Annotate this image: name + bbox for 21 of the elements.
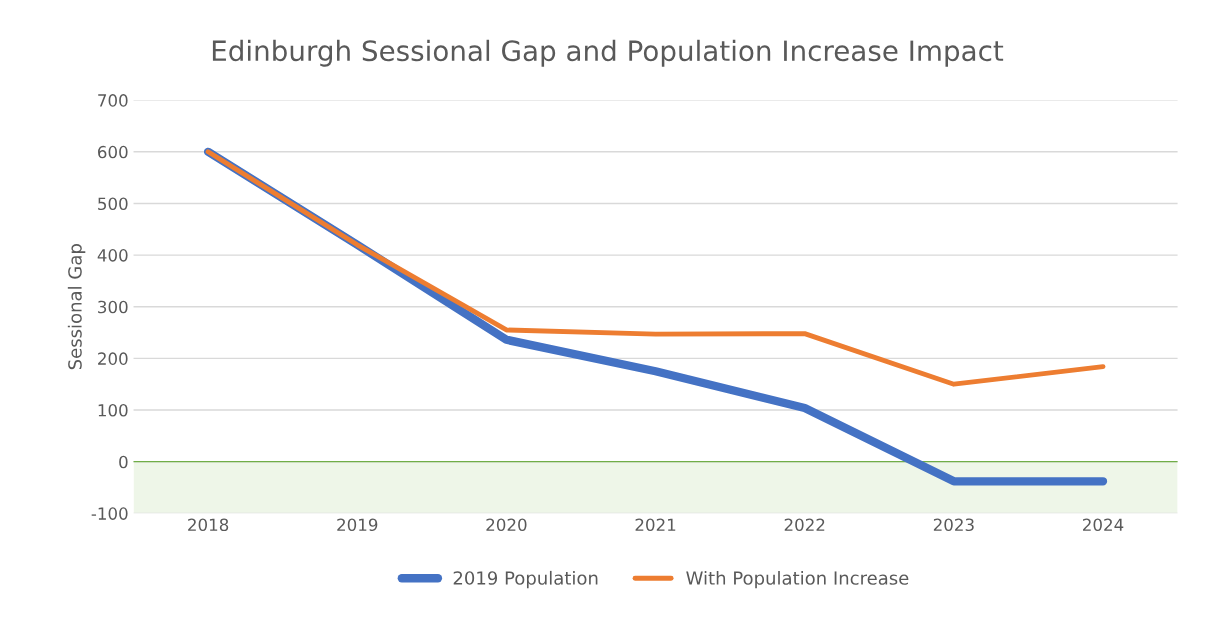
- x-tick-label: 2020: [486, 518, 527, 532]
- y-axis-title: Sessional Gap: [67, 244, 86, 370]
- x-tick-label: 2021: [635, 518, 676, 532]
- legend-label: 2019 Population: [453, 570, 598, 589]
- y-tick-label: 200: [98, 352, 128, 365]
- y-tick-label: 0: [119, 455, 128, 469]
- y-tick-label: 100: [98, 403, 128, 417]
- x-tick-label: 2022: [784, 518, 825, 532]
- y-tick-label: 300: [98, 300, 128, 314]
- x-tick-label: 2019: [337, 518, 378, 532]
- legend-label: With Population Increase: [686, 570, 909, 589]
- y-tick-label: -100: [91, 507, 128, 520]
- line-series: [205, 149, 1106, 387]
- y-tick-label: 600: [98, 145, 128, 159]
- chart-title: Edinburgh Sessional Gap and Population Increase Impact: [212, 39, 1004, 67]
- x-tick-label: 2018: [188, 518, 229, 532]
- x-tick-label: 2024: [1083, 518, 1124, 532]
- y-tick-label: 400: [97, 249, 128, 262]
- y-tick-label: 700: [98, 94, 128, 107]
- y-tick-label: 500: [98, 197, 128, 211]
- x-tick-label: 2023: [933, 518, 974, 532]
